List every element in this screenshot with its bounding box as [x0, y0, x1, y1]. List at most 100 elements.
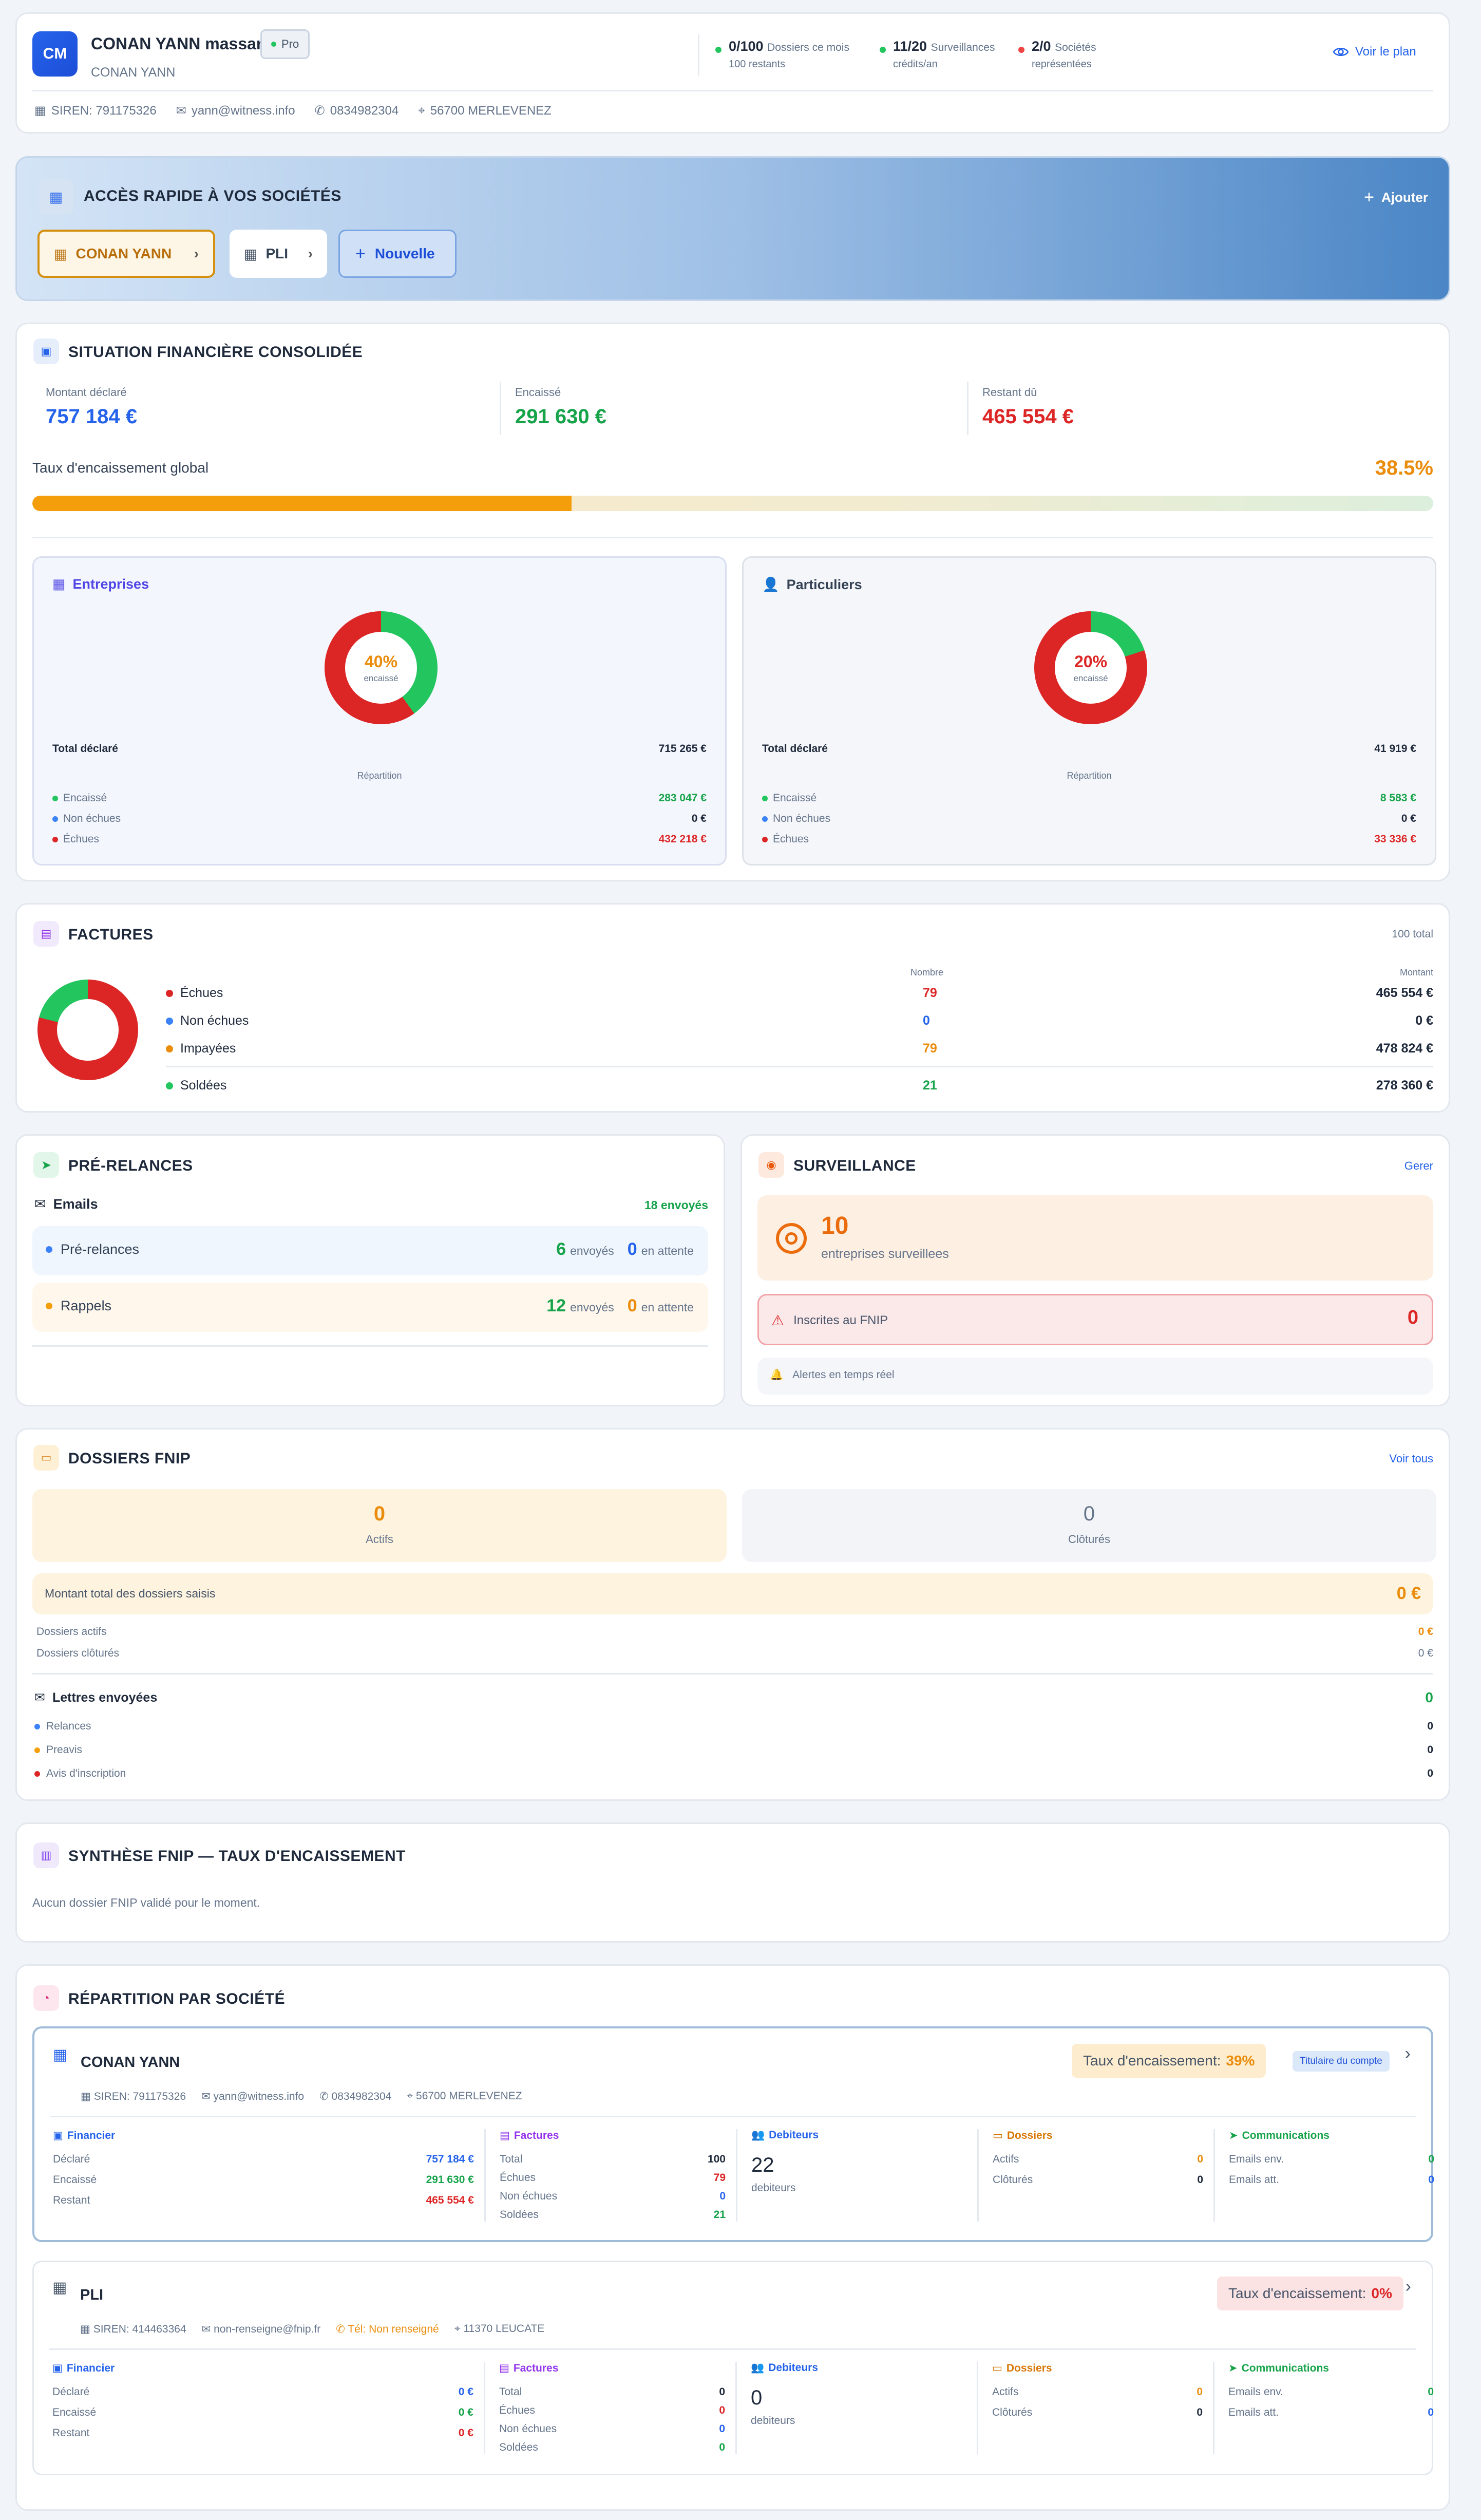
send-icon: ➤	[33, 1152, 59, 1178]
stat-societes: 2/0 Sociétés représentées	[1018, 39, 1096, 70]
quick-access-title: ACCÈS RAPIDE À VOS SOCIÉTÉS	[84, 187, 341, 204]
invoice-row-nonechues: Non échues 0 0 €	[166, 1013, 1433, 1028]
surveillance-title: SURVEILLANCE	[793, 1157, 916, 1174]
repartition-title: RÉPARTITION PAR SOCIÉTÉ	[68, 1990, 286, 2007]
letters-header: ✉ Lettres envoyées 0	[34, 1689, 1433, 1705]
invoices-donut	[37, 980, 138, 1080]
stat-financier: ▣ Financier Déclaré 757 184 € Encaissé 291 …	[53, 2129, 474, 2207]
entreprises-rate: 40%	[364, 652, 398, 671]
stat-factures: ▤ Factures Total 0 Échues 0 Non échues 0 Sol…	[499, 2362, 725, 2454]
invoices-total: 100 total	[1392, 928, 1433, 940]
panel-particuliers: 👤 Particuliers 20% encaissé Total déclaré…	[742, 556, 1436, 866]
panel-entreprises: ▦ Entreprises 40% encaissé Total déclaré 7…	[32, 556, 727, 866]
building-icon: ▦	[52, 576, 66, 592]
user-subname: CONAN YANN	[91, 65, 176, 80]
realtime-alerts: 🔔 Alertes en temps réel	[757, 1358, 1433, 1395]
stat-debiteurs: 👥 Debiteurs 22 debiteurs	[751, 2129, 819, 2194]
company-card-pli[interactable]: ▦ PLI Taux d'encaissement: 0% › ▦ SIREN: …	[32, 2261, 1434, 2475]
fnip-count: 0	[1407, 1307, 1418, 1328]
company-card-conan[interactable]: ▦ CONAN YANN Taux d'encaissement: 39% Tit…	[32, 2026, 1434, 2242]
surveillance-card: ◉ SURVEILLANCE Gerer 10 entreprises surv…	[740, 1134, 1450, 1406]
location-icon: ⌖	[418, 103, 425, 118]
user-icon: 👤	[762, 577, 780, 592]
collected-amount: Encaissé 291 630 €	[515, 386, 606, 428]
stat-surveillances: 11/20 Surveillances crédits/an	[880, 39, 995, 70]
building-icon: ▦	[244, 246, 258, 262]
rappels-row: Rappels 12 envoyés 0 en attente	[32, 1283, 708, 1332]
manage-link[interactable]: Gerer	[1404, 1159, 1433, 1172]
repartition-card: ◔ RÉPARTITION PAR SOCIÉTÉ ▦ CONAN YANN T…	[15, 1964, 1450, 2511]
add-company-button[interactable]: + Ajouter	[1364, 187, 1428, 207]
header-contact-row: ▦ SIREN: 791175326 ✉ yann@witness.info ✆ 08…	[34, 103, 552, 118]
stat-communications: ➤ Communications Emails env. 0 Emails att.…	[1229, 2129, 1434, 2186]
declared-amount: Montant déclaré 757 184 €	[46, 386, 137, 428]
pie-icon: ◔	[33, 1985, 59, 2011]
plus-icon: +	[1364, 187, 1374, 207]
synthese-title: SYNTHÈSE FNIP — TAUX D'ENCAISSEMENT	[68, 1848, 406, 1865]
stat-dossiers: 0/100 Dossiers ce mois 100 restants	[715, 39, 849, 70]
invoices-title: FACTURES	[68, 926, 154, 943]
chevron-right-icon[interactable]: ›	[1405, 2277, 1411, 2296]
stat-communications: ➤ Communications Emails env. 0 Emails att.…	[1228, 2362, 1434, 2419]
wallet-icon: ▣	[33, 338, 59, 364]
grid-icon: ▦	[39, 179, 73, 214]
building-icon: ▦	[34, 104, 46, 118]
eye-icon	[1333, 48, 1349, 56]
owner-badge: Titulaire du compte	[1293, 2051, 1390, 2072]
invoice-row-soldees: Soldées 21 278 360 €	[166, 1078, 1433, 1093]
user-name: CONAN YANN massard	[91, 34, 273, 53]
mail-icon: ✉	[34, 1196, 46, 1212]
new-company-button[interactable]: + Nouvelle	[338, 230, 457, 278]
prerelances-card: ➤ PRÉ-RELANCES ✉ Emails 18 envoyés Pré-re…	[15, 1134, 725, 1406]
closed-amount-row: Dossiers clôturés 0 €	[36, 1647, 1433, 1659]
view-plan-link[interactable]: Voir le plan	[1333, 45, 1416, 59]
letter-row-preavis: Preavis 0	[34, 1744, 1433, 1756]
prerelances-row: Pré-relances 6 envoyés 0 en attente	[32, 1226, 708, 1275]
eye-icon: ◉	[758, 1152, 784, 1178]
see-all-link[interactable]: Voir tous	[1389, 1452, 1433, 1465]
invoices-card: ▤ FACTURES 100 total Nombre Montant Échu…	[15, 903, 1450, 1113]
stat-debiteurs: 👥 Debiteurs 0 debiteurs	[751, 2362, 819, 2427]
active-amount-row: Dossiers actifs 0 €	[36, 1626, 1433, 1638]
closed-dossiers: 0 Clôturés	[742, 1489, 1436, 1562]
dossiers-card: ▭ DOSSIERS FNIP Voir tous 0 Actifs 0 Clô…	[15, 1428, 1450, 1801]
particuliers-rate: 20%	[1074, 652, 1108, 671]
emails-label: Emails	[53, 1196, 98, 1212]
plus-icon: +	[355, 243, 366, 264]
company-contact-row: ▦ SIREN: 414463364 ✉ non-renseigne@fnip.…	[80, 2323, 545, 2335]
synthese-empty: Aucun dossier FNIP validé pour le moment…	[32, 1896, 260, 1909]
entreprises-donut: 40% encaissé	[325, 611, 438, 724]
plan-badge: Pro	[260, 29, 310, 59]
surveilled-count: 10	[821, 1212, 849, 1239]
folder-icon: ▭	[33, 1445, 59, 1471]
chevron-right-icon: ›	[308, 246, 313, 261]
finance-title: SITUATION FINANCIÈRE CONSOLIDÉE	[68, 344, 363, 361]
global-rate-value: 38.5%	[1375, 457, 1433, 479]
entreprises-total: 715 265 €	[658, 743, 707, 755]
company-chip-pli[interactable]: ▦ PLI ›	[230, 230, 327, 278]
building-icon: ▦	[52, 2279, 67, 2296]
chevron-right-icon[interactable]: ›	[1404, 2044, 1411, 2063]
building-icon: ▦	[54, 246, 68, 262]
emails-sent: 18 envoyés	[644, 1198, 708, 1212]
surveilled-companies: 10 entreprises surveillees	[757, 1195, 1433, 1281]
bell-icon: 🔔	[770, 1369, 784, 1381]
stat-financier: ▣ Financier Déclaré 0 € Encaissé 0 € Restan…	[52, 2362, 473, 2439]
company-contact-row: ▦ SIREN: 791175326 ✉ yann@witness.info ✆…	[81, 2090, 522, 2102]
mail-icon: ✉	[34, 1690, 45, 1705]
chevron-right-icon: ›	[194, 246, 199, 261]
company-chip-conan[interactable]: ▦ CONAN YANN ›	[37, 230, 215, 278]
letter-row-avis: Avis d'inscription 0	[34, 1767, 1433, 1780]
company-rate: Taux d'encaissement: 39%	[1072, 2044, 1266, 2078]
building-icon: ▦	[53, 2046, 68, 2063]
panel-particuliers-title: Particuliers	[786, 576, 862, 592]
company-name: PLI	[80, 2287, 104, 2303]
company-rate: Taux d'encaissement: 0%	[1217, 2277, 1403, 2310]
avatar: CM	[32, 31, 78, 77]
finance-card: ▣ SITUATION FINANCIÈRE CONSOLIDÉE Montan…	[15, 323, 1450, 881]
target-icon	[776, 1223, 807, 1254]
mail-icon: ✉	[176, 104, 186, 118]
global-rate-bar	[32, 496, 1433, 511]
stat-dossiers: ▭ Dossiers Actifs 0 Clôturés 0	[992, 2362, 1203, 2419]
fnip-registered: ⚠ Inscrites au FNIP 0	[757, 1294, 1433, 1345]
